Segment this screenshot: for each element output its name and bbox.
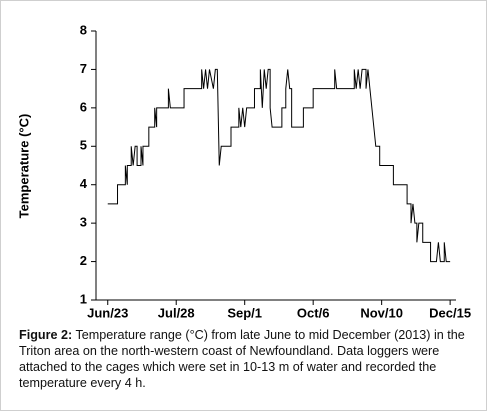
- y-axis-label: Temperature (°C): [16, 114, 31, 219]
- x-tick-label: Oct/6: [297, 305, 330, 320]
- y-tick-label: 3: [80, 215, 87, 230]
- x-tick-label: Jun/23: [87, 305, 128, 320]
- caption-label: Figure 2:: [19, 328, 73, 342]
- y-tick-label: 8: [80, 22, 87, 37]
- y-tick-label: 2: [80, 253, 87, 268]
- caption: Figure 2: Temperature range (°C) from la…: [19, 327, 477, 391]
- y-tick-label: 7: [80, 61, 87, 76]
- y-tick-label: 5: [80, 138, 87, 153]
- x-tick-label: Nov/10: [360, 305, 403, 320]
- caption-text: Temperature range (°C) from late June to…: [19, 328, 465, 390]
- x-tick-label: Dec/15: [429, 305, 471, 320]
- y-tick-label: 1: [80, 291, 87, 306]
- chart: Temperature (°C) 1 2 3 4 5 6 7 8 Jun/23 Jul/28 Sep…: [16, 22, 471, 320]
- x-tick-label: Sep/1: [227, 305, 262, 320]
- temperature-line: [107, 68, 451, 263]
- y-tick-label: 6: [80, 99, 87, 114]
- y-tick-label: 4: [80, 176, 88, 191]
- x-tick-label: Jul/28: [158, 305, 195, 320]
